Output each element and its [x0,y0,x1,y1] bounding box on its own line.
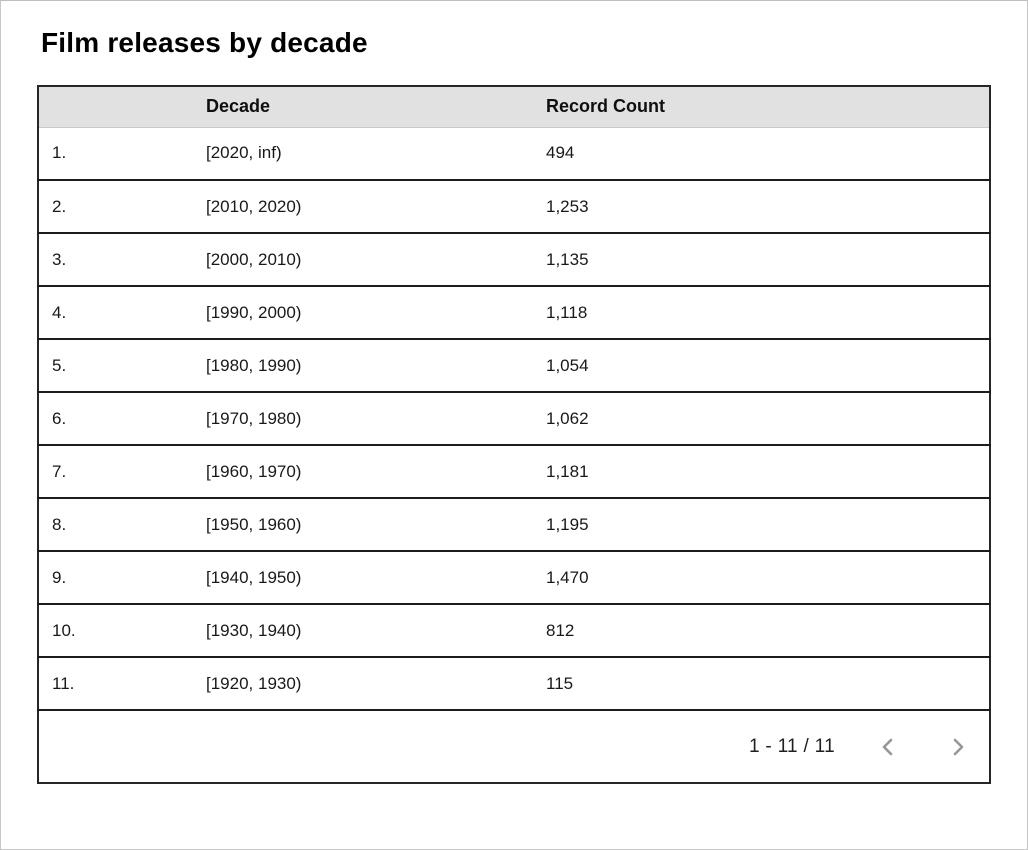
row-index-cell: 10. [38,603,196,657]
footer-row: 1 - 11 / 11 [38,709,990,783]
decade-cell: [1920, 1930) [196,656,536,710]
next-page-button[interactable] [945,734,971,760]
prev-page-button[interactable] [875,734,901,760]
table-body: 1. [2020, inf) 494 2. [2010, 2020) 1,253… [38,127,990,710]
record-count-cell: 1,118 [536,285,990,339]
pagination-range-label: 1 - 11 / 11 [748,735,835,757]
data-table: Decade Record Count 1. [2020, inf) 494 2… [37,85,991,784]
chevron-right-icon [953,738,964,755]
row-index-cell: 8. [38,497,196,551]
row-index-cell: 3. [38,232,196,286]
pagination-bar: 1 - 11 / 11 [39,734,989,760]
record-count-cell: 1,135 [536,232,990,286]
decade-cell: [1930, 1940) [196,603,536,657]
row-index-cell: 9. [38,550,196,604]
table-row: 3. [2000, 2010) 1,135 [38,232,990,286]
decade-cell: [1960, 1970) [196,444,536,498]
table-row: 1. [2020, inf) 494 [38,127,990,180]
table-row: 7. [1960, 1970) 1,181 [38,444,990,498]
column-header-index [38,86,196,128]
column-header-record-count[interactable]: Record Count [536,86,990,128]
record-count-cell: 494 [546,143,575,163]
decade-cell: [1980, 1990) [196,338,536,392]
table-row: 6. [1970, 1980) 1,062 [38,391,990,445]
record-count-cell: 1,195 [536,497,990,551]
decade-cell: [2020, inf) [206,143,282,163]
row-index-cell: 6. [38,391,196,445]
decade-cell: [1950, 1960) [196,497,536,551]
table-row: 2. [2010, 2020) 1,253 [38,179,990,233]
chevron-left-icon [882,738,893,755]
table-row: 5. [1980, 1990) 1,054 [38,338,990,392]
decade-cell: [2010, 2020) [196,179,536,233]
table-header: Decade Record Count [38,86,990,128]
record-count-cell: 812 [536,603,990,657]
table-footer: 1 - 11 / 11 [38,709,990,783]
record-count-cell: 1,054 [536,338,990,392]
decade-cell: [1970, 1980) [196,391,536,445]
row-index-cell: 4. [38,285,196,339]
row-index-cell: 11. [38,656,196,710]
record-count-cell: 1,253 [536,179,990,233]
row-index-cell: 2. [38,179,196,233]
table-row: 4. [1990, 2000) 1,118 [38,285,990,339]
column-header-decade[interactable]: Decade [196,86,536,128]
table-row: 10. [1930, 1940) 812 [38,603,990,657]
record-count-cell: 115 [536,656,990,710]
table-row: 11. [1920, 1930) 115 [38,656,990,710]
decade-cell: [1940, 1950) [196,550,536,604]
record-count-cell: 1,470 [536,550,990,604]
table-row: 8. [1950, 1960) 1,195 [38,497,990,551]
header-row: Decade Record Count [38,86,990,128]
table-row: 9. [1940, 1950) 1,470 [38,550,990,604]
row-index-cell: 1. [52,143,67,163]
record-count-cell: 1,062 [536,391,990,445]
row-index-cell: 7. [38,444,196,498]
page-title: Film releases by decade [41,27,368,58]
record-count-cell: 1,181 [536,444,990,498]
decade-cell: [1990, 2000) [196,285,536,339]
row-index-cell: 5. [38,338,196,392]
decade-cell: [2000, 2010) [196,232,536,286]
